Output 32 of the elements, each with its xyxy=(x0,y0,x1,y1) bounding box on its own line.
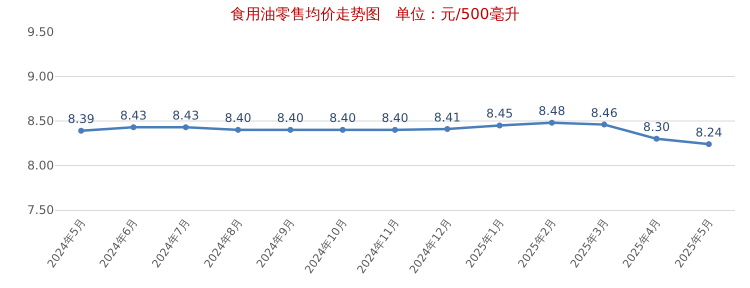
point xyxy=(340,126,346,133)
text: 8.39 xyxy=(68,112,95,126)
point xyxy=(235,126,242,133)
point xyxy=(130,124,136,130)
text: 8.24 xyxy=(695,125,722,140)
point xyxy=(287,126,294,133)
text: 8.30 xyxy=(643,120,670,134)
point xyxy=(548,120,555,126)
y-tick-label: 8.00 xyxy=(27,158,54,173)
y-tick-label: 9.50 xyxy=(27,25,54,40)
point xyxy=(392,126,398,133)
y-tick-label: 8.50 xyxy=(27,114,54,128)
text: 8.40 xyxy=(329,111,356,126)
text: 8.43 xyxy=(120,108,147,122)
y-tick-label: 9.00 xyxy=(27,70,54,84)
text: 8.40 xyxy=(277,111,304,126)
point xyxy=(182,124,189,130)
point xyxy=(601,122,608,128)
point xyxy=(496,122,503,128)
chart-title: 食用油零售均价走势图 单位：元/500毫升 xyxy=(230,5,520,24)
text: 8.40 xyxy=(224,111,252,126)
text: 8.40 xyxy=(382,111,408,126)
point xyxy=(654,136,660,142)
point xyxy=(78,128,84,134)
y-tick-label: 7.50 xyxy=(27,203,54,218)
text: 8.46 xyxy=(590,106,618,120)
text: 8.48 xyxy=(538,104,566,118)
point xyxy=(706,141,712,148)
text: 8.45 xyxy=(486,106,513,121)
text: 8.43 xyxy=(172,108,200,122)
text: 8.41 xyxy=(434,110,461,124)
point xyxy=(444,126,450,132)
